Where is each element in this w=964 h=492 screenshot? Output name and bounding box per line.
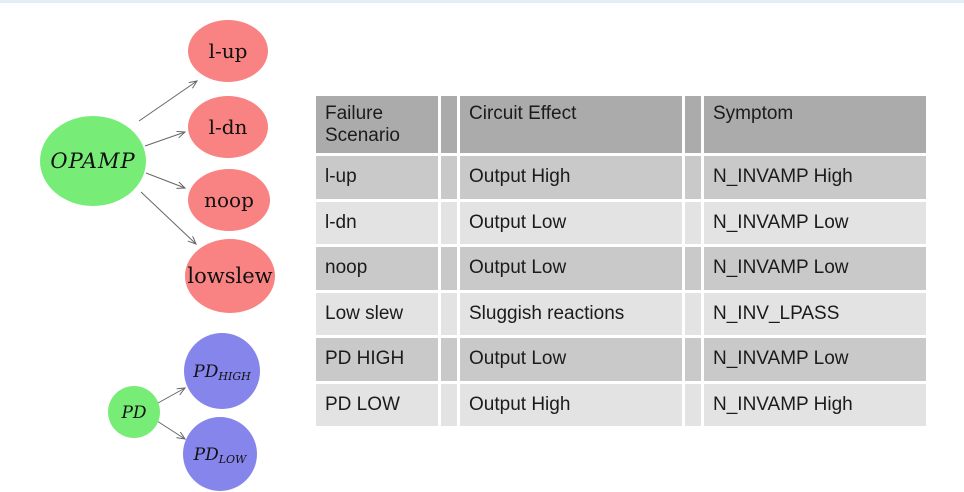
- node-ldn-shape: [188, 96, 268, 158]
- pd-arrows: [156, 388, 185, 439]
- cell-scenario: l-up: [316, 156, 438, 199]
- node-pd-label: PD: [120, 403, 146, 423]
- node-ldn: l-dn: [188, 96, 268, 158]
- cell-effect: Output Low: [460, 247, 682, 290]
- node-pd-high: PDHIGH: [184, 333, 260, 409]
- node-noop-shape: [188, 169, 270, 231]
- cell-effect: Output Low: [460, 201, 682, 244]
- node-opamp-shape: [40, 116, 146, 206]
- cell-spacer: [685, 383, 701, 426]
- header-circuit-effect: Circuit Effect: [460, 96, 682, 153]
- cell-spacer: [685, 201, 701, 244]
- cell-spacer: [441, 247, 457, 290]
- cell-symptom: N_INVAMP Low: [704, 247, 926, 290]
- node-lowslew: lowslew: [185, 239, 275, 313]
- node-pd-low-label: PDLOW: [193, 445, 248, 466]
- cell-spacer: [441, 156, 457, 199]
- cell-effect: Output High: [460, 156, 682, 199]
- arrow-opamp-noop: [145, 172, 185, 188]
- header-failure-scenario: Failure Scenario: [316, 96, 438, 153]
- arrow-pd-high: [157, 388, 185, 404]
- cell-spacer: [441, 292, 457, 335]
- cell-scenario: noop: [316, 247, 438, 290]
- cell-symptom: N_INVAMP High: [704, 156, 926, 199]
- node-pd-shape: [108, 386, 160, 438]
- header-symptom: Symptom: [704, 96, 926, 153]
- opamp-arrows: [138, 81, 197, 244]
- cell-spacer: [685, 292, 701, 335]
- node-opamp: OPAMP: [40, 116, 146, 206]
- cell-scenario: Low slew: [316, 292, 438, 335]
- header-spacer-1: [441, 96, 457, 153]
- node-pd-low: PDLOW: [183, 417, 257, 491]
- slide-top-accent-line: [0, 0, 964, 3]
- node-lup-shape: [188, 20, 268, 82]
- cell-spacer: [441, 338, 457, 381]
- arrow-opamp-lup: [138, 81, 197, 122]
- cell-spacer: [685, 156, 701, 199]
- arrow-opamp-ldn: [144, 132, 185, 147]
- node-lowslew-label: lowslew: [187, 264, 272, 288]
- node-noop-label: noop: [204, 188, 254, 212]
- node-pd: PD: [108, 386, 160, 438]
- cell-symptom: N_INV_LPASS: [704, 292, 926, 335]
- arrow-pd-low: [156, 420, 185, 439]
- node-ldn-label: l-dn: [209, 115, 248, 139]
- cell-effect: Output Low: [460, 338, 682, 381]
- cell-symptom: N_INVAMP Low: [704, 201, 926, 244]
- node-opamp-label: OPAMP: [50, 149, 135, 173]
- cell-symptom: N_INVAMP High: [704, 383, 926, 426]
- cell-effect: Output High: [460, 383, 682, 426]
- cell-scenario: l-dn: [316, 201, 438, 244]
- node-lup-label: l-up: [209, 39, 248, 63]
- node-pd-low-shape: [183, 417, 257, 491]
- cell-scenario: PD LOW: [316, 383, 438, 426]
- cell-spacer: [441, 383, 457, 426]
- header-spacer-2: [685, 96, 701, 153]
- node-lup: l-up: [188, 20, 268, 82]
- node-noop: noop: [188, 169, 270, 231]
- cell-spacer: [685, 338, 701, 381]
- arrow-opamp-lowslew: [140, 191, 196, 244]
- cell-scenario: PD HIGH: [316, 338, 438, 381]
- node-pd-high-label: PDHIGH: [192, 362, 251, 383]
- cell-spacer: [441, 201, 457, 244]
- fault-tree-diagram: OPAMP l-up l-dn noop lowslew PD PDHIGH P…: [40, 20, 275, 491]
- node-pd-high-shape: [184, 333, 260, 409]
- cell-effect: Sluggish reactions: [460, 292, 682, 335]
- cell-spacer: [685, 247, 701, 290]
- failure-scenario-table: Failure Scenario Circuit Effect Symptom …: [316, 96, 926, 426]
- node-lowslew-shape: [185, 239, 275, 313]
- cell-symptom: N_INVAMP Low: [704, 338, 926, 381]
